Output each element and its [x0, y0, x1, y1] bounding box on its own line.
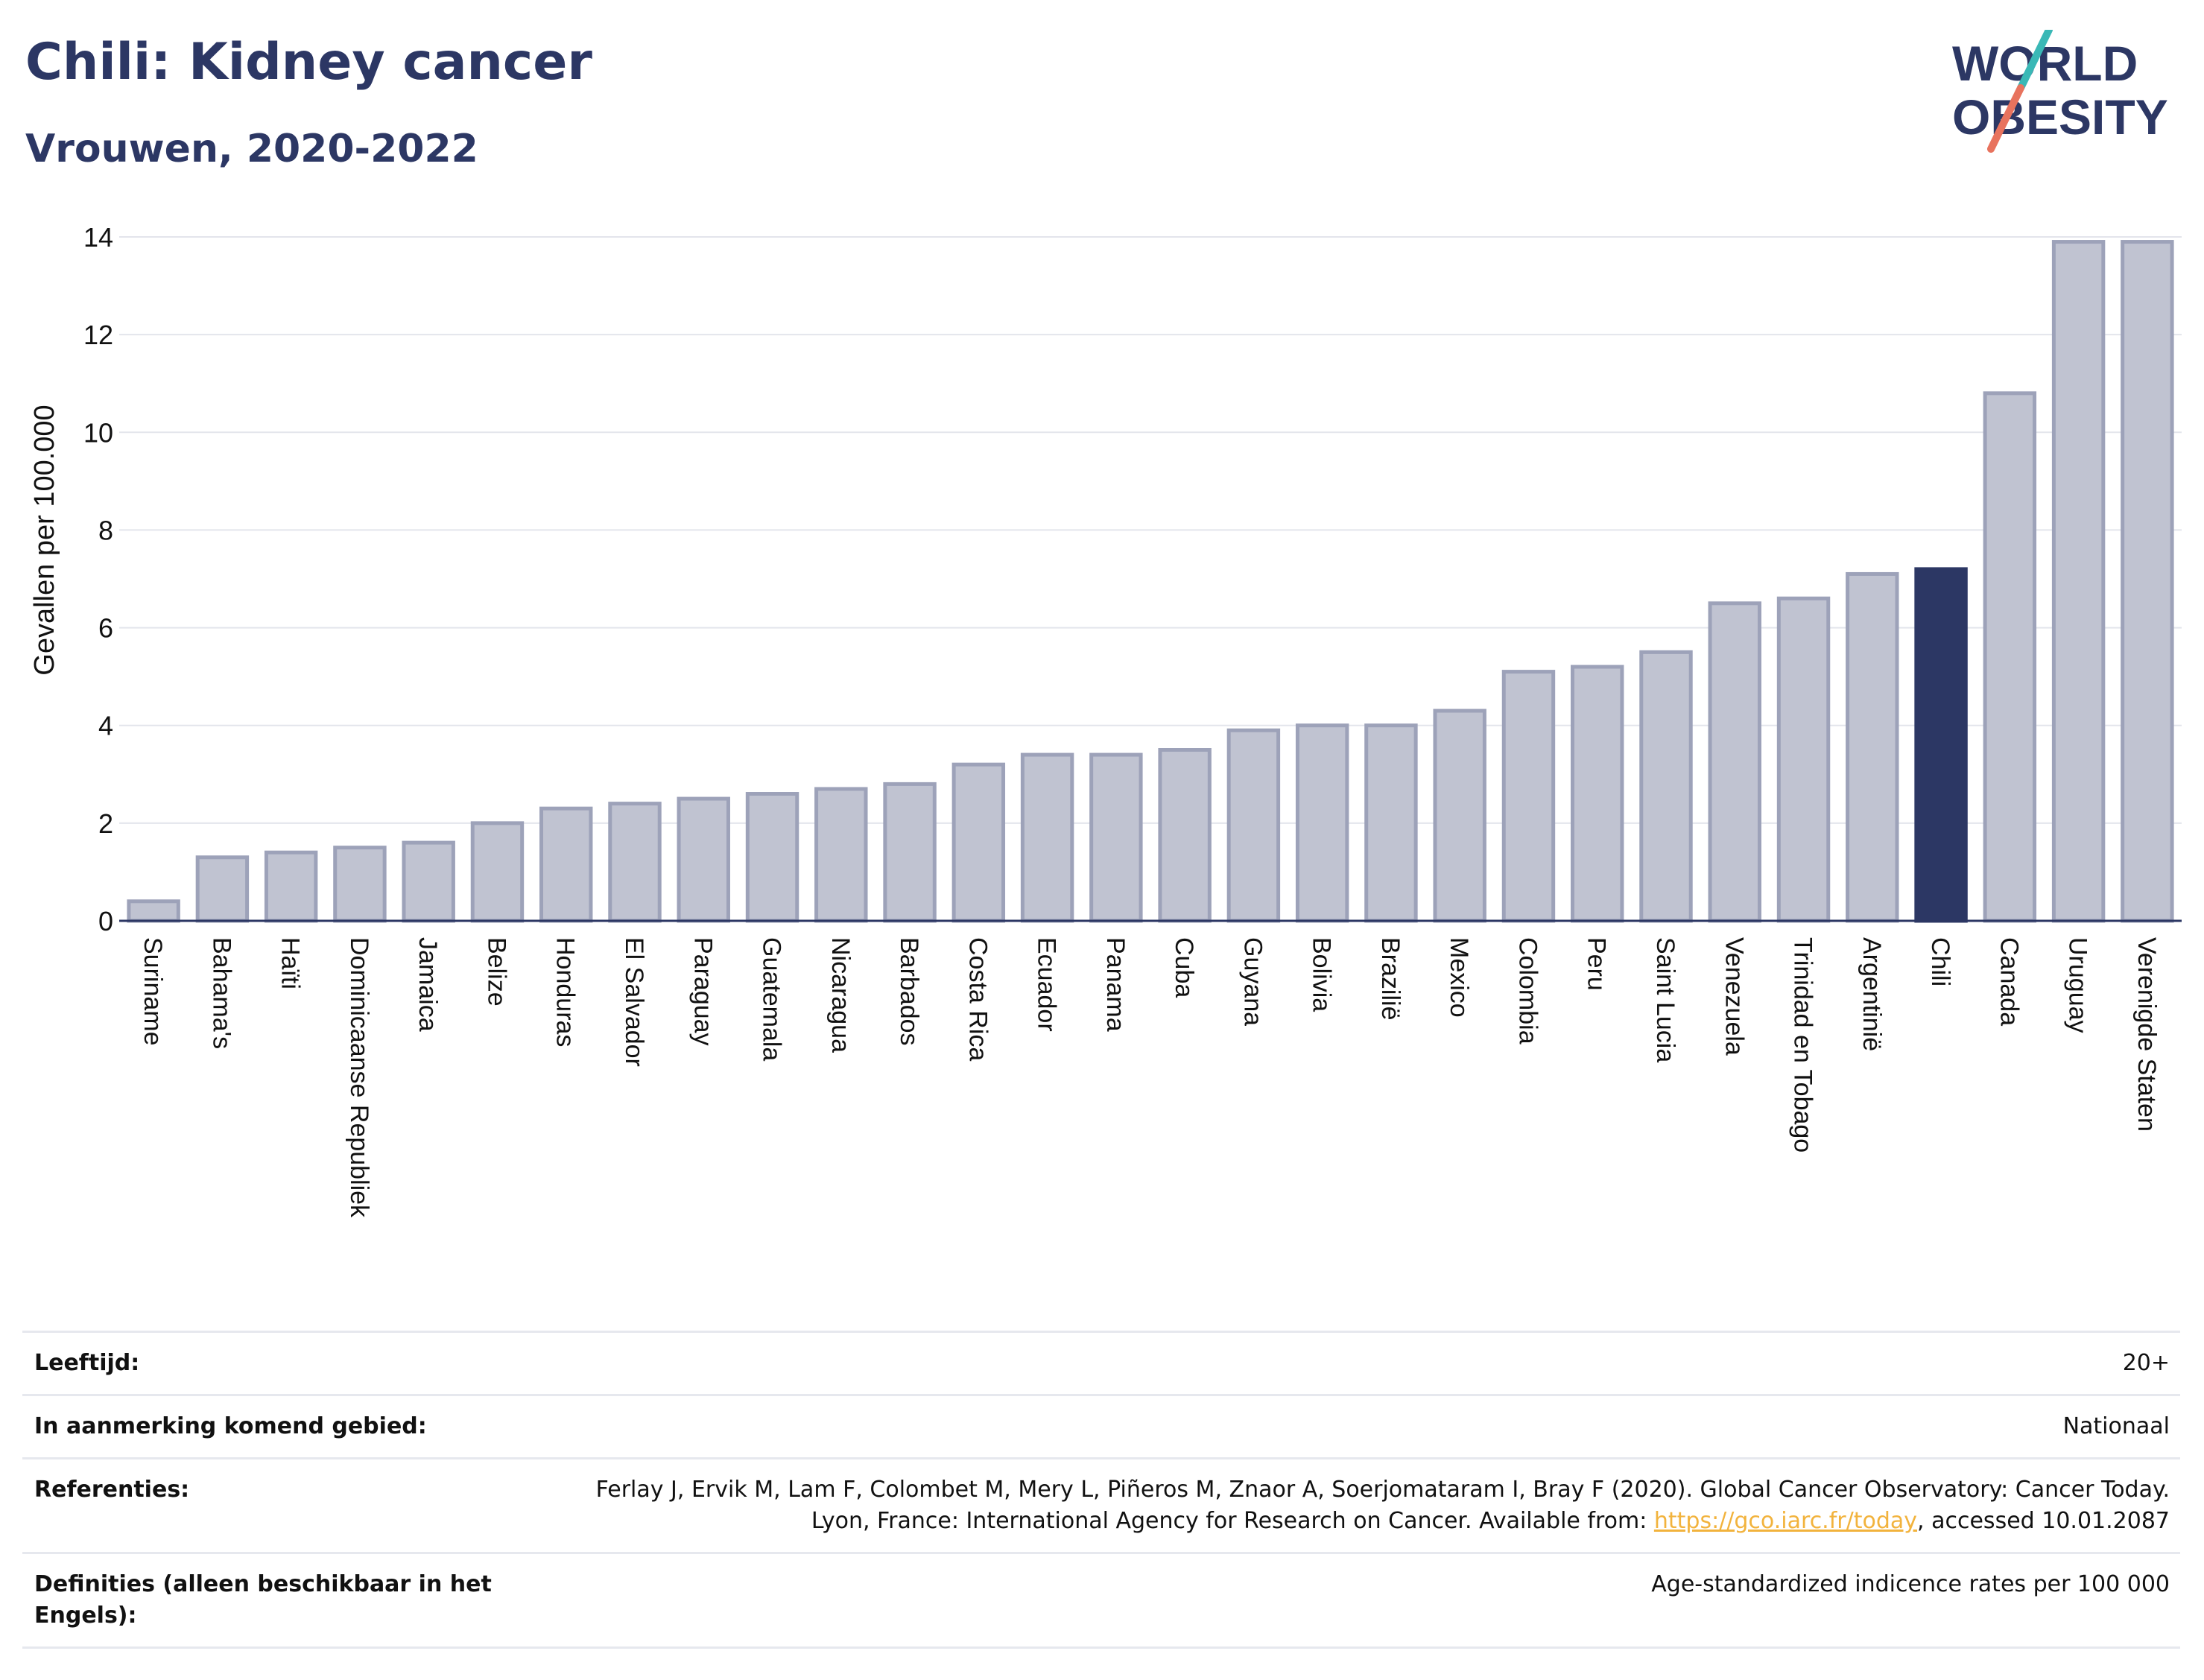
x-tick-label: Belize: [482, 937, 510, 1007]
bar-trinidad-en-tobago: [1776, 596, 1831, 923]
x-tick-label: Bahama's: [207, 937, 235, 1049]
logo-line2: OBESITY: [1952, 89, 2168, 145]
bar-bahama-s: [195, 855, 250, 923]
y-tick-label: 2: [98, 808, 113, 839]
bar-panama: [1089, 752, 1143, 923]
x-tick-label: Haïti: [276, 937, 305, 989]
bar-venezuela: [1708, 601, 1761, 923]
bar-ha-ti: [264, 850, 318, 923]
y-axis-label: Gevallen per 100.000: [29, 405, 60, 675]
bar-guatemala: [745, 792, 799, 923]
bar-brazili-: [1364, 723, 1418, 923]
x-tick-label: Uruguay: [2064, 937, 2092, 1033]
age-label: Leeftijd:: [34, 1350, 140, 1376]
x-tick-label: Verenigde Staten: [2132, 937, 2161, 1132]
x-tick-label: Guyana: [1238, 937, 1267, 1026]
bar-chart: 0 2 4 6 8 10 12 14 Suriname Bahama's Haïti Dominic…: [29, 222, 2182, 1218]
definitions-label: Definities (alleen beschikbaar in het En…: [34, 1571, 492, 1629]
meta-row-references: Referenties: Ferlay J, Ervik M, Lam F, C…: [22, 1457, 2180, 1552]
x-tick-label: Chili: [1926, 937, 1954, 986]
bar-el-salvador: [608, 802, 662, 923]
bar-paraguay: [677, 796, 730, 923]
x-tick-label: Nicaragua: [826, 937, 855, 1053]
meta-row-definitions: Definities (alleen beschikbaar in het En…: [22, 1552, 2180, 1649]
bar-canada: [1983, 391, 2037, 923]
x-tick-label: Bolivia: [1308, 937, 1336, 1012]
meta-row-area: In aanmerking komend gebied: Nationaal: [22, 1394, 2180, 1457]
x-axis-labels: Suriname Bahama's Haïti Dominicaanse Republ…: [139, 937, 2161, 1218]
age-value: 20+: [2122, 1350, 2170, 1376]
logo-slash-bottom: [1987, 84, 2024, 153]
x-tick-label: Honduras: [551, 937, 580, 1047]
bar-argentini-: [1846, 571, 1899, 923]
area-label: In aanmerking komend gebied:: [34, 1413, 427, 1439]
x-tick-label: Ecuador: [1033, 937, 1061, 1032]
y-tick-label: 8: [98, 515, 113, 545]
x-tick-label: Brazilië: [1376, 937, 1405, 1020]
bar-chili: [1914, 567, 1968, 923]
x-tick-label: Dominicaanse Republiek: [345, 937, 373, 1218]
y-tick-label: 14: [83, 222, 113, 253]
bar-barbados: [883, 782, 937, 923]
x-tick-label: Colombia: [1513, 937, 1542, 1045]
bar-dominicaanse-republiek: [333, 846, 387, 923]
definitions-value: Age-standardized indicence rates per 100…: [1651, 1571, 2170, 1597]
y-axis-ticks: 0 2 4 6 8 10 12 14: [83, 222, 113, 936]
bar-verenigde-staten: [2121, 240, 2174, 923]
bar-honduras: [539, 806, 593, 923]
bar-peru: [1571, 665, 1624, 923]
y-tick-label: 4: [98, 711, 113, 741]
bar-saint-lucia: [1639, 650, 1693, 923]
bar-costa-rica: [951, 762, 1006, 923]
bar-cuba: [1158, 748, 1212, 923]
bar-guyana: [1226, 728, 1281, 923]
references-accessed: , accessed 10.01.2087: [1917, 1508, 2170, 1534]
area-value: Nationaal: [2062, 1413, 2170, 1439]
x-tick-label: El Salvador: [620, 937, 648, 1067]
x-tick-label: Canada: [1995, 937, 2023, 1026]
logo-slash-top: [2017, 30, 2053, 92]
x-tick-label: Guatemala: [758, 937, 786, 1061]
references-text: Ferlay J, Ervik M, Lam F, Colombet M, Me…: [595, 1477, 2170, 1534]
x-tick-label: Argentinië: [1858, 937, 1886, 1051]
meta-row-age: Leeftijd: 20+: [22, 1331, 2180, 1394]
bar-colombia: [1501, 670, 1556, 923]
bar-jamaica: [402, 840, 455, 923]
x-tick-label: Barbados: [895, 937, 923, 1046]
y-tick-label: 10: [83, 417, 113, 448]
x-tick-label: Jamaica: [414, 937, 442, 1032]
bar-mexico: [1433, 709, 1486, 923]
bar-uruguay: [2051, 240, 2106, 923]
bar-belize: [470, 821, 525, 923]
bar-ecuador: [1020, 752, 1074, 923]
y-tick-label: 6: [98, 613, 113, 644]
bars: [127, 240, 2174, 923]
references-link[interactable]: https://gco.iarc.fr/today: [1653, 1508, 1918, 1534]
bar-suriname: [127, 899, 180, 923]
x-tick-label: Venezuela: [1720, 937, 1748, 1056]
references-label: Referenties:: [34, 1477, 190, 1503]
x-tick-label: Panama: [1101, 937, 1130, 1032]
chart-subtitle: Vrouwen, 2020-2022: [25, 127, 478, 171]
y-tick-label: 0: [98, 906, 113, 936]
metadata-table: Leeftijd: 20+ In aanmerking komend gebie…: [22, 1331, 2180, 1649]
x-tick-label: Mexico: [1445, 937, 1473, 1018]
x-tick-label: Paraguay: [688, 937, 717, 1046]
x-tick-label: Suriname: [139, 937, 167, 1046]
bar-nicaragua: [814, 787, 868, 923]
x-tick-label: Costa Rica: [963, 937, 992, 1061]
x-tick-label: Saint Lucia: [1651, 937, 1679, 1062]
world-obesity-logo: WORLD OBESITY: [1952, 30, 2168, 153]
references-value: Ferlay J, Ervik M, Lam F, Colombet M, Me…: [511, 1474, 2170, 1537]
bar-bolivia: [1295, 723, 1349, 923]
x-tick-label: Cuba: [1170, 937, 1198, 998]
x-tick-label: Trinidad en Tobago: [1789, 937, 1817, 1153]
chart-title: Chili: Kidney cancer: [25, 33, 592, 92]
x-tick-label: Peru: [1583, 937, 1611, 991]
y-tick-label: 12: [83, 320, 113, 350]
